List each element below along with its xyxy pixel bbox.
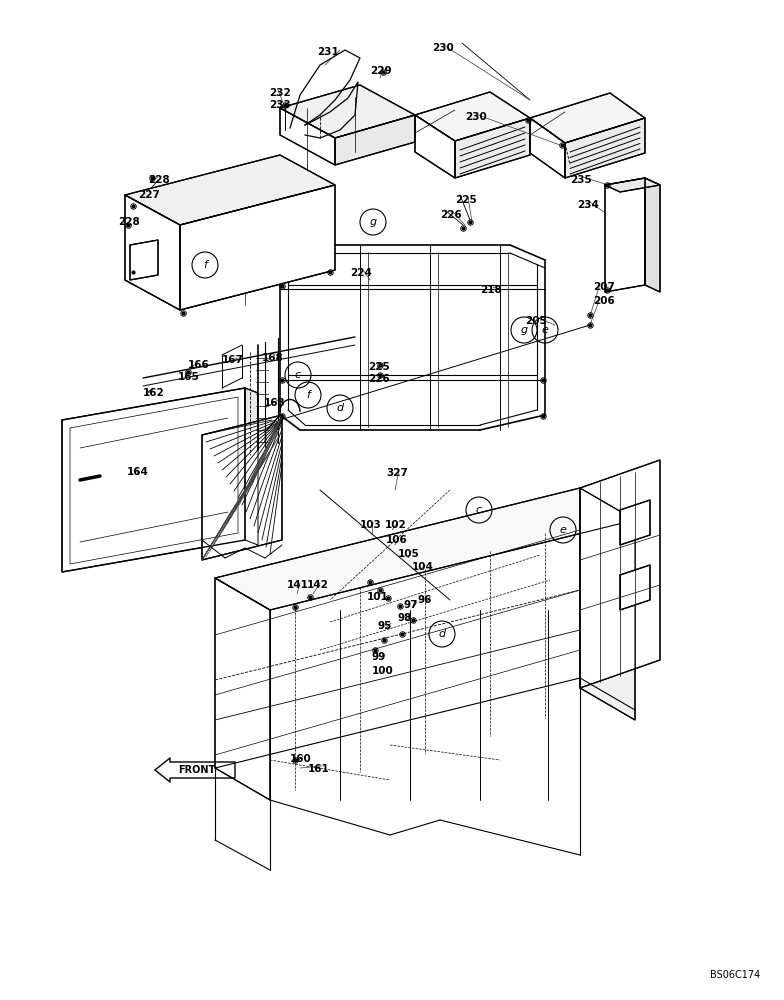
Polygon shape [130,240,158,280]
Polygon shape [215,578,270,800]
Text: 164: 164 [127,467,149,477]
Text: 103: 103 [360,520,382,530]
Polygon shape [580,460,660,688]
Text: 225: 225 [455,195,477,205]
Text: c: c [476,505,482,515]
Polygon shape [565,118,645,178]
Text: 101: 101 [367,592,389,602]
Polygon shape [415,115,455,178]
Text: 166: 166 [188,360,210,370]
Polygon shape [280,108,335,165]
Polygon shape [125,155,335,225]
Polygon shape [202,415,282,560]
Text: f: f [203,260,207,270]
Text: c: c [295,370,301,380]
Polygon shape [580,488,635,720]
Polygon shape [620,500,650,545]
Text: 168: 168 [262,353,284,363]
Text: f: f [306,390,310,400]
Text: d: d [438,629,445,639]
Text: 97: 97 [404,600,419,610]
Text: 165: 165 [178,372,200,382]
Text: 98: 98 [398,613,412,623]
Text: 207: 207 [593,282,615,292]
Text: 327: 327 [386,468,408,478]
Text: 99: 99 [372,652,387,662]
Text: 230: 230 [465,112,487,122]
Text: g: g [369,217,376,227]
Text: 228: 228 [148,175,170,185]
Polygon shape [605,178,645,292]
Text: 234: 234 [577,200,599,210]
Text: 233: 233 [269,100,291,110]
Text: 95: 95 [378,621,392,631]
Polygon shape [415,92,530,141]
Text: 229: 229 [370,66,392,76]
Text: 167: 167 [222,355,244,365]
Text: 224: 224 [350,268,372,278]
Text: 104: 104 [412,562,434,572]
Text: 163: 163 [264,398,285,408]
Polygon shape [645,178,660,292]
Text: 230: 230 [432,43,454,53]
Text: 105: 105 [398,549,419,559]
Text: 160: 160 [290,754,312,764]
Polygon shape [455,118,530,178]
Polygon shape [62,388,245,572]
Polygon shape [605,178,660,192]
Text: 106: 106 [386,535,408,545]
Text: d: d [336,403,343,413]
Polygon shape [180,185,335,310]
Polygon shape [125,195,180,310]
Text: e: e [542,325,549,335]
Text: 235: 235 [570,175,592,185]
Polygon shape [245,388,258,545]
Text: 205: 205 [525,316,546,326]
Text: 141: 141 [287,580,309,590]
Polygon shape [215,488,635,610]
Text: 206: 206 [593,296,615,306]
Text: 142: 142 [307,580,328,590]
Text: 96: 96 [418,595,432,605]
Text: 162: 162 [143,388,165,398]
Text: 232: 232 [269,88,291,98]
Text: 102: 102 [385,520,407,530]
Polygon shape [280,85,415,138]
Text: 100: 100 [372,666,394,676]
Polygon shape [530,118,565,178]
Text: BS06C174: BS06C174 [710,970,760,980]
Text: 226: 226 [368,374,390,384]
Text: 231: 231 [317,47,339,57]
Text: 225: 225 [368,362,390,372]
Text: FRONT: FRONT [179,765,216,775]
Text: 161: 161 [308,764,330,774]
Polygon shape [530,93,645,143]
Text: 226: 226 [440,210,462,220]
Text: e: e [560,525,566,535]
Text: 228: 228 [118,217,140,227]
Text: g: g [521,325,528,335]
Text: 227: 227 [138,190,160,200]
Text: 218: 218 [480,285,502,295]
Polygon shape [335,115,415,165]
Polygon shape [620,565,650,610]
